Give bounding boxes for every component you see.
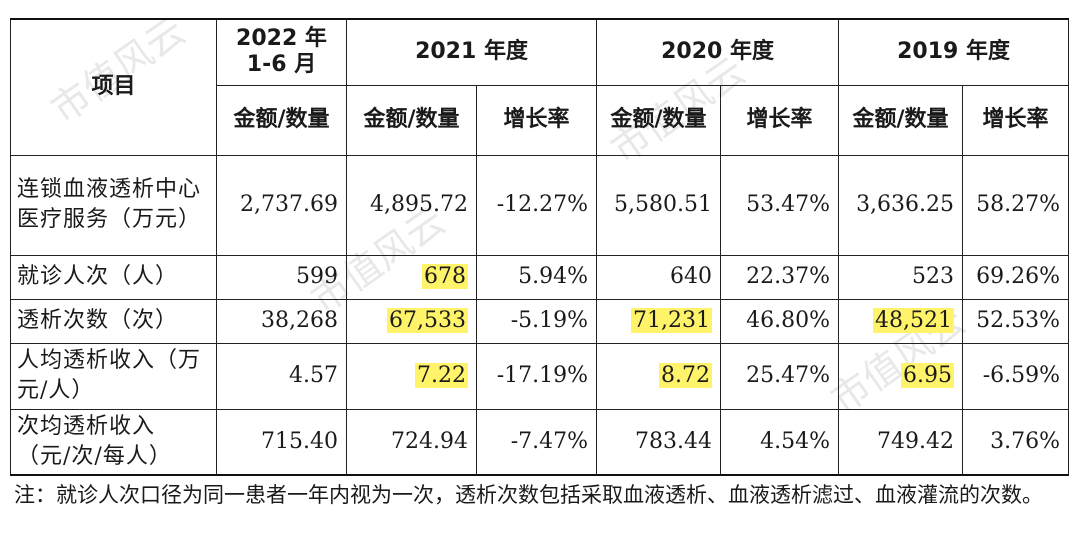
cell-value: 38,268 [261,308,338,333]
cell-value: 67,533 [387,308,468,333]
row-label: 就诊人次（人） [10,254,217,300]
cell-value: 48,521 [873,308,955,333]
table-cell: 523 [838,254,964,300]
table-cell: -12.27% [475,154,598,256]
data-table: 项目 2022 年 1-6 月 2021 年度 2020 年度 2019 年度 … [10,18,1070,476]
header-amount: 金额/数量 [838,84,964,156]
table-cell: 38,268 [216,298,347,344]
cell-value: -5.19% [510,308,589,333]
table-cell: 22.37% [720,254,840,300]
table-row: 就诊人次（人） 599 678 5.94% 640 22.37% 523 69.26% [10,254,1070,300]
cell-value: -6.59% [982,363,1061,388]
table-cell: 6.95 [838,342,964,410]
cell-value: 6.95 [901,363,955,388]
table-cell: 53.47% [720,154,840,256]
table-cell: 640 [596,254,722,300]
cell-value: 749.42 [877,428,955,454]
cell-value: 2,737.69 [240,192,338,217]
header-period: 2020 年度 [596,18,840,86]
cell-value: 523 [912,264,955,289]
cell-value: 640 [670,264,713,289]
cell-value: 599 [296,264,338,289]
cell-value: 678 [422,264,468,289]
table-cell: 48,521 [838,298,964,344]
table-cell: 7.22 [346,342,477,410]
cell-value: 4.57 [289,363,338,388]
table-cell: 71,231 [596,298,722,344]
cell-value: 715.40 [261,428,338,454]
cell-value: 3,636.25 [856,192,955,217]
data-table-container: 项目 2022 年 1-6 月 2021 年度 2020 年度 2019 年度 … [10,18,1070,476]
table-cell: 4.54% [720,408,840,476]
cell-value: 4,895.72 [370,192,468,217]
table-cell: 4.57 [216,342,347,410]
cell-value: -7.47% [510,428,589,454]
table-cell: 5.94% [475,254,598,300]
cell-value: 4.54% [760,428,831,454]
cell-value: 71,231 [631,308,713,333]
table-cell: 749.42 [838,408,964,476]
header-growth: 增长率 [720,84,840,156]
table-cell: 52.53% [962,298,1070,344]
table-cell: 783.44 [596,408,722,476]
header-amount: 金额/数量 [346,84,477,156]
cell-value: 58.27% [976,192,1061,217]
table-cell: 8.72 [596,342,722,410]
table-cell: -6.59% [962,342,1070,410]
table-cell: 678 [346,254,477,300]
table-cell: 58.27% [962,154,1070,256]
cell-value: -17.19% [496,363,589,388]
header-period: 2021 年度 [345,18,598,86]
table-cell: 5,580.51 [596,154,722,256]
table-row: 连锁血液透析中心医疗服务（万元） 2,737.69 4,895.72 -12.27% 5… [10,154,1070,256]
row-label: 透析次数（次） [10,298,217,344]
row-label: 连锁血液透析中心医疗服务（万元） [10,154,217,256]
header-period: 2019 年度 [838,18,1070,86]
table-cell: 724.94 [346,408,477,476]
cell-value: -12.27% [496,192,589,217]
row-label: 人均透析收入（万元/人） [10,342,217,410]
header-amount: 金额/数量 [596,84,722,156]
cell-value: 8.72 [659,363,713,388]
table-row: 次均透析收入（元/次/每人） 715.40 724.94 -7.47% 783.44 4.… [10,408,1070,476]
cell-value: 46.80% [746,308,831,333]
cell-value: 5,580.51 [614,192,713,217]
header-amount: 金额/数量 [216,84,347,156]
table-cell: 4,895.72 [346,154,477,256]
cell-value: 3.76% [990,428,1061,454]
row-label: 次均透析收入（元/次/每人） [10,408,217,476]
table-cell: 3.76% [962,408,1070,476]
header-growth: 增长率 [962,84,1070,156]
cell-value: 5.94% [518,264,589,289]
table-cell: 25.47% [720,342,840,410]
header-growth: 增长率 [475,84,598,156]
footnote: 注：就诊人次口径为同一患者一年内视为一次，透析次数包括采取血液透析、血液透析滤过… [14,483,1043,507]
cell-value: 53.47% [746,192,831,217]
table-cell: 2,737.69 [216,154,347,256]
table-cell: 3,636.25 [838,154,964,256]
cell-value: 52.53% [976,308,1061,333]
table-row: 透析次数（次） 38,268 67,533 -5.19% 71,231 46.80% 48,… [10,298,1070,344]
cell-value: 22.37% [746,264,831,289]
table-cell: 715.40 [216,408,347,476]
table-cell: -7.47% [475,408,598,476]
table-cell: 67,533 [346,298,477,344]
table-cell: -5.19% [475,298,598,344]
cell-value: 724.94 [391,428,468,454]
table-row: 人均透析收入（万元/人） 4.57 7.22 -17.19% 8.72 25.47% 6.9… [10,342,1070,410]
cell-value: 25.47% [746,363,831,388]
header-item: 项目 [10,18,217,156]
cell-value: 7.22 [415,363,468,388]
header-period: 2022 年 1-6 月 [216,18,347,86]
cell-value: 783.44 [635,428,713,454]
table-cell: -17.19% [475,342,598,410]
table-cell: 69.26% [962,254,1070,300]
cell-value: 69.26% [976,264,1061,289]
table-cell: 46.80% [720,298,840,344]
table-cell: 599 [216,254,347,300]
